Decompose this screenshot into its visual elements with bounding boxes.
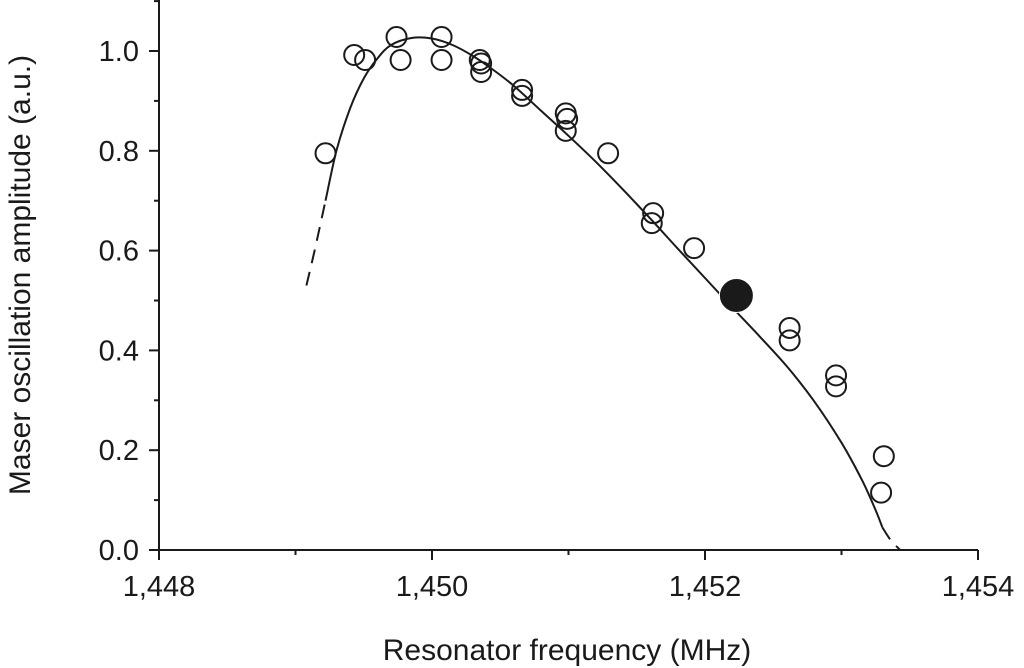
data-point	[430, 48, 453, 71]
fit-curve-solid	[324, 36, 884, 528]
y-tick-label: 0.6	[99, 236, 139, 268]
fit-curve-dashed-right	[881, 526, 901, 551]
data-point	[385, 26, 408, 49]
data-point	[825, 364, 848, 387]
data-points	[314, 26, 895, 504]
data-point	[642, 202, 665, 225]
data-point	[470, 60, 493, 83]
fit-curve	[305, 36, 901, 551]
y-tick-label: 0.8	[99, 136, 139, 168]
data-point	[870, 481, 893, 504]
x-tick-label: 1,450	[396, 571, 469, 603]
data-point	[778, 316, 801, 339]
data-point	[389, 48, 412, 71]
data-point	[470, 52, 493, 75]
data-point	[556, 107, 579, 130]
y-tick-label: 0.4	[99, 335, 139, 367]
y-ticks: 0.0 0.2 0.4 0.6 0.8 1.0	[99, 0, 159, 567]
data-point	[430, 26, 453, 49]
data-point	[825, 375, 848, 398]
data-point	[511, 84, 534, 107]
y-axis-title: Maser oscillation amplitude (a.u.)	[4, 55, 37, 495]
data-point	[354, 48, 377, 71]
y-tick-label: 0.2	[99, 435, 139, 467]
x-tick-label: 1,448	[123, 571, 196, 603]
plot-area: 0.0 0.2 0.4 0.6 0.8 1.0 1,448 1,450 1,452 1,454	[99, 0, 1015, 603]
x-tick-label: 1,454	[942, 571, 1015, 603]
data-point-filled	[718, 278, 754, 314]
data-point	[778, 329, 801, 352]
data-point	[597, 142, 620, 165]
y-tick-label: 1.0	[99, 36, 139, 68]
y-tick-label: 0.0	[99, 535, 139, 567]
data-point	[511, 78, 534, 101]
data-point	[683, 237, 706, 260]
data-point	[872, 445, 895, 468]
x-ticks: 1,448 1,450 1,452 1,454	[123, 550, 1015, 603]
x-tick-label: 1,452	[669, 571, 742, 603]
data-point	[343, 43, 366, 66]
fit-curve-dashed-left	[305, 200, 327, 286]
x-axis-title: Resonator frequency (MHz)	[383, 634, 751, 667]
data-point	[314, 142, 337, 165]
data-point	[640, 212, 663, 235]
data-point	[554, 119, 577, 142]
